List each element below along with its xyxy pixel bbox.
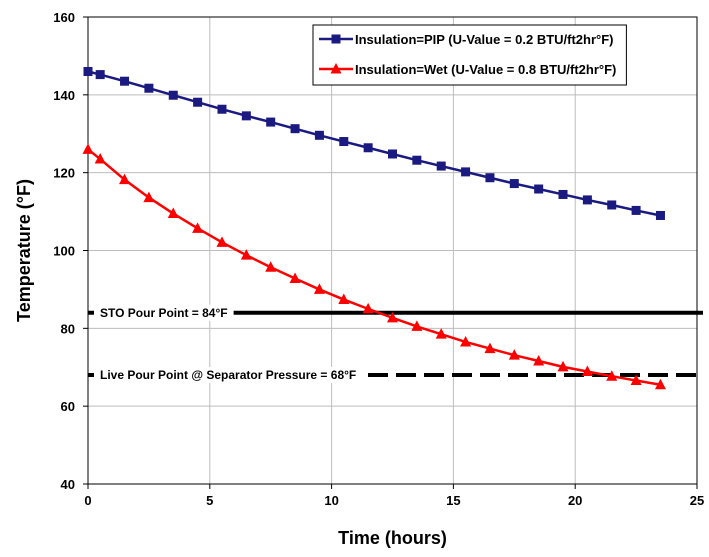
x-tick-label: 25: [690, 493, 704, 508]
data-point-triangle: [289, 272, 301, 284]
data-point-square: [631, 205, 641, 215]
data-point-square: [217, 104, 227, 114]
data-point-triangle: [216, 236, 228, 247]
y-axis-title: Temperature (°F): [14, 179, 34, 322]
data-point-triangle: [330, 63, 342, 74]
legend-item: Insulation=PIP (U-Value = 0.2 BTU/ft2hr°…: [319, 32, 614, 47]
data-point-square: [436, 161, 446, 171]
data-point-triangle: [557, 360, 569, 372]
data-point-triangle: [240, 249, 252, 260]
reference-label: STO Pour Point = 84°F: [100, 306, 228, 320]
data-point-triangle: [313, 283, 325, 294]
data-point-square: [168, 90, 178, 100]
series-2: [82, 143, 666, 390]
data-point-square: [388, 149, 397, 159]
data-point-square: [83, 66, 93, 76]
data-point-triangle: [265, 261, 277, 272]
data-point-square: [314, 130, 324, 140]
data-point-square: [485, 173, 495, 183]
data-point-square: [363, 143, 373, 153]
data-point-square: [120, 76, 130, 86]
data-point-triangle: [484, 342, 496, 354]
x-tick-label: 20: [568, 493, 582, 508]
data-point-triangle: [508, 349, 520, 360]
y-tick-label: 160: [53, 10, 75, 25]
data-point-square: [95, 70, 105, 80]
y-tick-label: 100: [53, 244, 75, 259]
data-point-square: [339, 137, 349, 147]
reference-label-background: [94, 367, 363, 384]
reference-label: Live Pour Point @ Separator Pressure = 6…: [100, 368, 356, 382]
grid-lines: [87, 16, 698, 485]
data-point-triangle: [606, 370, 618, 381]
data-point-square: [144, 83, 154, 93]
data-point-square: [582, 195, 592, 205]
x-tick-label: 15: [446, 493, 460, 508]
data-point-square: [241, 111, 251, 121]
series-line: [87, 148, 661, 386]
data-point-triangle: [533, 355, 545, 366]
data-point-square: [607, 200, 617, 210]
data-point-triangle: [387, 311, 398, 323]
data-series: [82, 66, 666, 390]
data-point-square: [461, 167, 471, 177]
data-point-triangle: [338, 293, 350, 305]
y-tick-label: 40: [61, 477, 75, 492]
data-point-triangle: [94, 153, 106, 164]
data-point-square: [266, 117, 276, 127]
legend-label: Insulation=Wet (U-Value = 0.8 BTU/ft2hr°…: [355, 62, 616, 77]
data-point-triangle: [82, 143, 94, 154]
data-point-triangle: [460, 335, 472, 347]
data-point-triangle: [435, 328, 447, 339]
legend-box: [312, 24, 627, 86]
data-point-square: [509, 179, 519, 189]
data-point-triangle: [143, 191, 155, 203]
x-axis-title: Time (hours): [338, 528, 447, 548]
data-point-square: [655, 210, 665, 220]
data-point-square: [412, 155, 422, 165]
data-point-square: [534, 184, 544, 194]
x-tick-label: 0: [84, 493, 91, 508]
data-point-triangle: [362, 302, 374, 314]
data-point-square: [331, 34, 341, 44]
data-point-triangle: [119, 173, 131, 185]
axis-ticks: 0 5 10 15 20 25 40 60 80 100 120 140 160: [53, 10, 704, 508]
legend-label: Insulation=PIP (U-Value = 0.2 BTU/ft2hr°…: [355, 32, 614, 47]
x-tick-label: 10: [324, 493, 338, 508]
data-point-triangle: [167, 207, 179, 219]
data-point-triangle: [630, 374, 642, 385]
x-tick-label: 5: [206, 493, 213, 508]
y-tick-label: 80: [61, 321, 75, 336]
data-point-triangle: [192, 222, 204, 233]
y-tick-label: 60: [61, 399, 75, 414]
data-point-square: [290, 124, 300, 134]
data-point-triangle: [654, 378, 666, 390]
data-point-square: [193, 97, 203, 107]
data-point-square: [558, 189, 568, 199]
reference-lines: STO Pour Point = 84°F Live Pour Point @ S…: [88, 304, 703, 384]
y-tick-label: 120: [53, 166, 75, 181]
legend: Insulation=PIP (U-Value = 0.2 BTU/ft2hr°…: [312, 24, 627, 86]
data-point-triangle: [581, 365, 593, 377]
data-point-triangle: [411, 320, 423, 331]
y-tick-label: 140: [53, 88, 75, 103]
series-1: [83, 66, 665, 220]
reference-label-background: [94, 304, 234, 321]
legend-item: Insulation=Wet (U-Value = 0.8 BTU/ft2hr°…: [319, 62, 616, 77]
